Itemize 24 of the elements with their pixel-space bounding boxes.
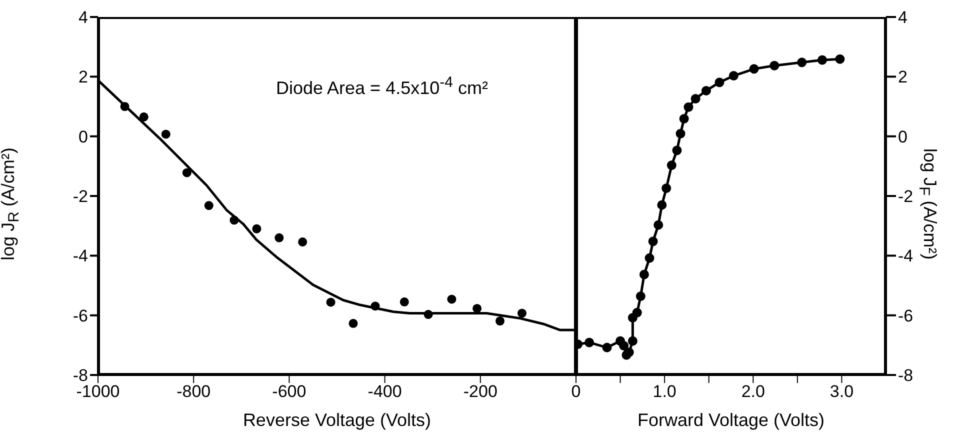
y2-tick-label: 2 <box>898 68 908 87</box>
y2-tick-label: 0 <box>898 127 908 146</box>
x-tick-label: 2.0 <box>741 382 765 402</box>
y2-tick-label: -8 <box>898 366 914 386</box>
y-tick-label: -4 <box>72 246 88 266</box>
y-tick-label: -2 <box>72 187 88 206</box>
y2-tick-label: -6 <box>898 306 914 326</box>
x-axis-title: Reverse Voltage (Volts) <box>242 410 432 430</box>
x-tick-label: -400 <box>368 382 402 402</box>
x-tick-label: -200 <box>463 382 498 402</box>
x-tick-label: 0 <box>571 382 581 402</box>
y2-tick-label: -4 <box>898 246 914 266</box>
y-tick-label: 0 <box>78 127 88 146</box>
y2-tick-label: 4 <box>898 8 908 28</box>
x-tick-label: 1.0 <box>652 382 676 402</box>
y-tick-label: -6 <box>72 306 88 326</box>
y2-tick-label: -2 <box>898 187 914 206</box>
x-tick-label: -800 <box>176 382 211 402</box>
y-tick-label: 2 <box>78 68 88 87</box>
annotation: Diode Area = 4.5x10$^{-4}$ cm² <box>276 74 488 98</box>
y-tick-label: 4 <box>78 8 88 28</box>
x-axis-title: Forward Voltage (Volts) <box>637 410 825 430</box>
x-tick-label: -600 <box>272 382 306 402</box>
x-tick-label: 3.0 <box>830 382 854 402</box>
